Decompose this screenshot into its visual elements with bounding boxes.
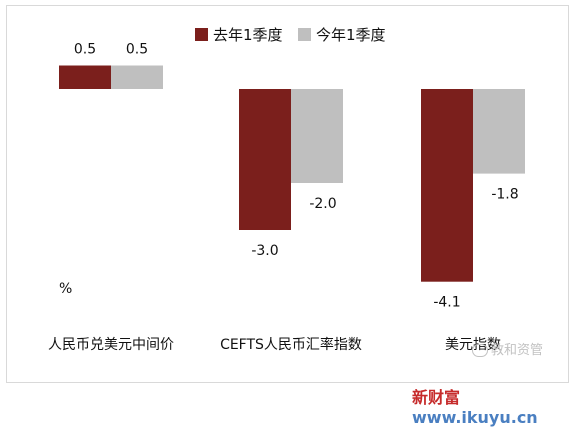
bar-last-year-0 xyxy=(59,65,111,89)
bar-this-year-0 xyxy=(111,65,163,89)
legend-label-0: 去年1季度 xyxy=(213,26,283,44)
bar-chart: 0.5 0.5 人民币兑美元中间价 -3.0 -2.0 CEFTS人民币汇率指数 -4.1 -… xyxy=(48,26,525,353)
legend-swatch-0 xyxy=(195,28,208,41)
site-url: www.ikuyu.cn xyxy=(412,408,538,427)
data-label-last-year-0: 0.5 xyxy=(74,42,96,58)
data-label-last-year-2: -4.1 xyxy=(433,295,460,311)
bar-last-year-1 xyxy=(239,89,291,230)
legend-swatch-1 xyxy=(298,28,311,41)
bar-last-year-2 xyxy=(421,89,473,282)
site-watermark: 新财富 www.ikuyu.cn xyxy=(412,384,577,427)
data-label-this-year-1: -2.0 xyxy=(309,196,336,212)
unit-label: % xyxy=(59,281,72,297)
wechat-icon xyxy=(471,344,488,357)
site-name: 新财富 xyxy=(412,388,461,407)
bar-this-year-1 xyxy=(291,89,343,183)
bar-this-year-2 xyxy=(473,89,525,174)
data-label-this-year-2: -1.8 xyxy=(491,187,518,203)
watermark: 教和资管 xyxy=(471,339,543,358)
data-label-this-year-0: 0.5 xyxy=(126,42,148,58)
category-label-0: 人民币兑美元中间价 xyxy=(48,337,174,353)
watermark-text: 教和资管 xyxy=(490,343,543,358)
legend-label-1: 今年1季度 xyxy=(316,26,386,44)
data-label-last-year-1: -3.0 xyxy=(251,243,278,259)
chart-frame: 0.5 0.5 人民币兑美元中间价 -3.0 -2.0 CEFTS人民币汇率指数 -4.1 -… xyxy=(6,5,569,383)
category-label-1: CEFTS人民币汇率指数 xyxy=(220,336,362,353)
